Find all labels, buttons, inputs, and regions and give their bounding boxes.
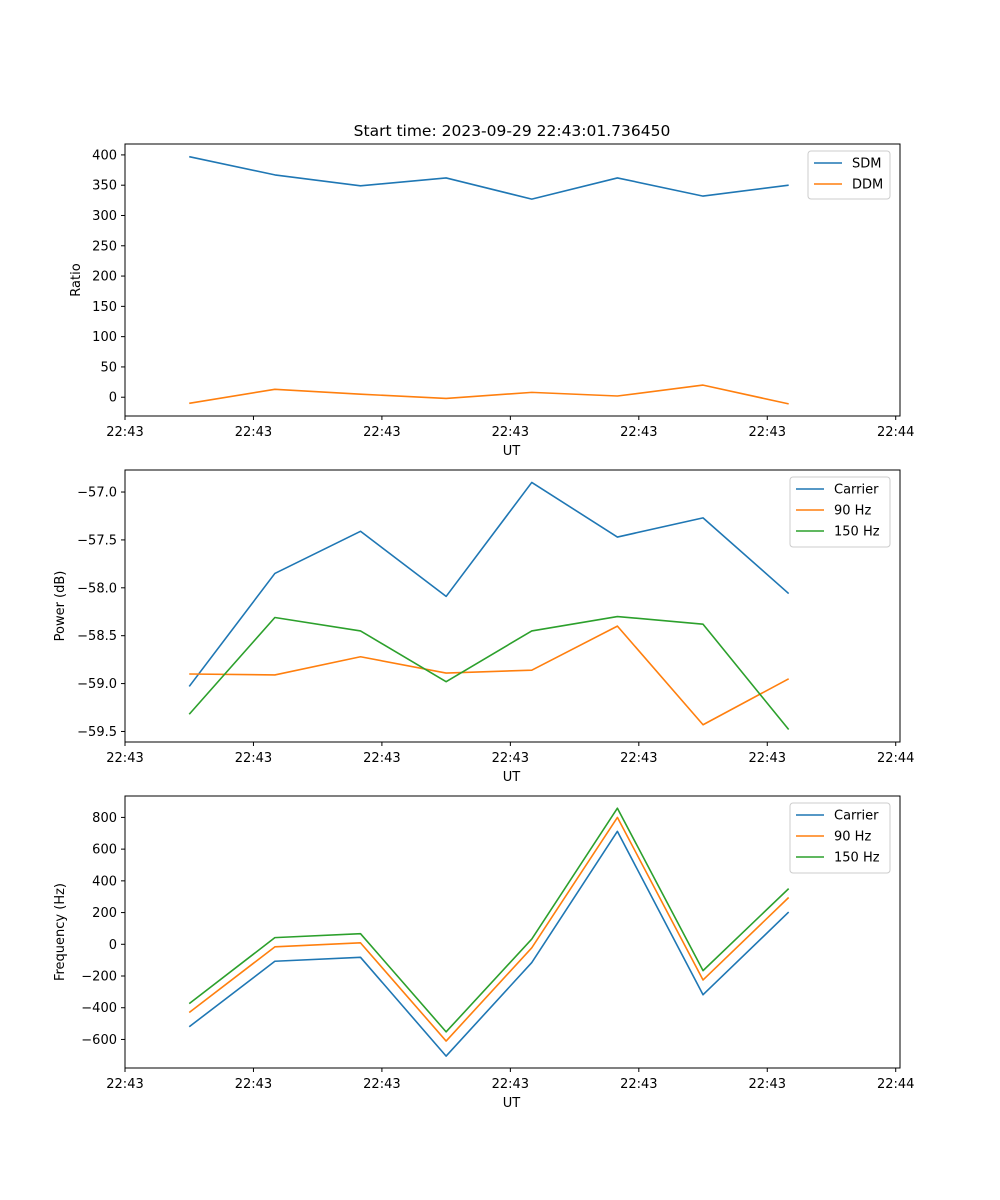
y-tick-label: −57.5 bbox=[77, 533, 117, 548]
y-tick-label: 0 bbox=[109, 391, 117, 406]
y-tick-label: 100 bbox=[92, 330, 117, 345]
y-tick-label: 400 bbox=[92, 874, 117, 889]
y-tick-label: −59.5 bbox=[77, 725, 117, 740]
x-axis-label: UT bbox=[503, 1096, 521, 1111]
y-tick-label: −600 bbox=[81, 1033, 117, 1048]
figure-title: Start time: 2023-09-29 22:43:01.736450 bbox=[354, 122, 671, 140]
y-tick-label: −59.0 bbox=[77, 677, 117, 692]
y-tick-label: 200 bbox=[92, 270, 117, 285]
y-axis-label: Frequency (Hz) bbox=[53, 883, 68, 981]
series-line-carrier bbox=[188, 481, 790, 687]
legend-box bbox=[789, 476, 891, 548]
power-panel: 22:43 22:43 22:43 22:43 22:43 22:43 22:44 −57.0… bbox=[53, 469, 914, 785]
x-tick-label: 22:43 bbox=[106, 425, 143, 440]
series-line-ddm bbox=[189, 384, 789, 405]
x-tick-label: 22:43 bbox=[492, 425, 529, 440]
series-line-150-hz bbox=[188, 807, 790, 1033]
x-tick-label: 22:43 bbox=[235, 425, 272, 440]
y-tick-label: −400 bbox=[81, 1001, 117, 1016]
axes-frame bbox=[124, 795, 901, 1069]
y-axis-label: Ratio bbox=[69, 263, 84, 296]
y-axis-label: Power (dB) bbox=[53, 571, 68, 642]
legend-label: 90 Hz bbox=[834, 504, 871, 519]
x-tick-label: 22:43 bbox=[235, 1077, 272, 1092]
x-tick-label: 22:43 bbox=[106, 751, 143, 766]
legend: Carrier 90 Hz 150 Hz bbox=[789, 802, 891, 874]
y-tick-label: 400 bbox=[92, 148, 117, 163]
y-tick-label: 250 bbox=[92, 239, 117, 254]
x-tick-label: 22:44 bbox=[877, 1077, 914, 1092]
x-tick-label: 22:43 bbox=[363, 751, 400, 766]
y-tick-label: 0 bbox=[109, 938, 117, 953]
axes-frame bbox=[124, 469, 901, 743]
x-tick-label: 22:43 bbox=[620, 751, 657, 766]
y-tick-label: 150 bbox=[92, 300, 117, 315]
legend-label: SDM bbox=[852, 157, 881, 172]
x-tick-label: 22:43 bbox=[492, 1077, 529, 1092]
x-tick-label: 22:43 bbox=[749, 1077, 786, 1092]
y-tick-label: 800 bbox=[92, 811, 117, 826]
frequency-panel: 22:43 22:43 22:43 22:43 22:43 22:43 22:44 800 60… bbox=[53, 795, 914, 1111]
ratio-panel: 22:43 22:43 22:43 22:43 22:43 22:43 22:44 0 50 10… bbox=[69, 143, 914, 459]
legend: Carrier 90 Hz 150 Hz bbox=[789, 476, 891, 548]
x-axis-label: UT bbox=[503, 770, 521, 785]
series-line-150-hz bbox=[188, 615, 790, 731]
x-axis-label: UT bbox=[503, 444, 521, 459]
x-tick-label: 22:43 bbox=[492, 751, 529, 766]
legend-label: 150 Hz bbox=[834, 525, 880, 540]
x-tick-label: 22:43 bbox=[363, 425, 400, 440]
legend-label: Carrier bbox=[834, 809, 879, 824]
legend-label: 90 Hz bbox=[834, 830, 871, 845]
y-tick-label: −58.0 bbox=[77, 581, 117, 596]
legend: SDM DDM bbox=[807, 150, 891, 200]
x-tick-label: 22:43 bbox=[620, 1077, 657, 1092]
legend-label: DDM bbox=[852, 178, 883, 193]
series-line-90-hz bbox=[189, 625, 790, 726]
series-line-90-hz bbox=[188, 816, 790, 1042]
x-tick-label: 22:43 bbox=[749, 425, 786, 440]
series-line-carrier bbox=[188, 830, 790, 1057]
x-tick-label: 22:43 bbox=[620, 425, 657, 440]
legend-box bbox=[789, 802, 891, 874]
y-tick-label: −200 bbox=[81, 970, 117, 985]
y-tick-label: 350 bbox=[92, 179, 117, 194]
y-tick-label: 600 bbox=[92, 843, 117, 858]
legend-label: 150 Hz bbox=[834, 851, 880, 866]
y-tick-label: −57.0 bbox=[77, 486, 117, 501]
y-tick-label: 300 bbox=[92, 209, 117, 224]
axes-frame bbox=[124, 143, 901, 417]
x-tick-label: 22:44 bbox=[877, 425, 914, 440]
x-tick-label: 22:43 bbox=[363, 1077, 400, 1092]
x-tick-label: 22:43 bbox=[106, 1077, 143, 1092]
legend-label: Carrier bbox=[834, 483, 879, 498]
y-tick-label: 50 bbox=[100, 360, 117, 375]
x-tick-label: 22:43 bbox=[235, 751, 272, 766]
x-tick-label: 22:43 bbox=[749, 751, 786, 766]
y-tick-label: 200 bbox=[92, 906, 117, 921]
x-tick-label: 22:44 bbox=[877, 751, 914, 766]
y-tick-label: −58.5 bbox=[77, 629, 117, 644]
series-line-sdm bbox=[189, 155, 789, 200]
